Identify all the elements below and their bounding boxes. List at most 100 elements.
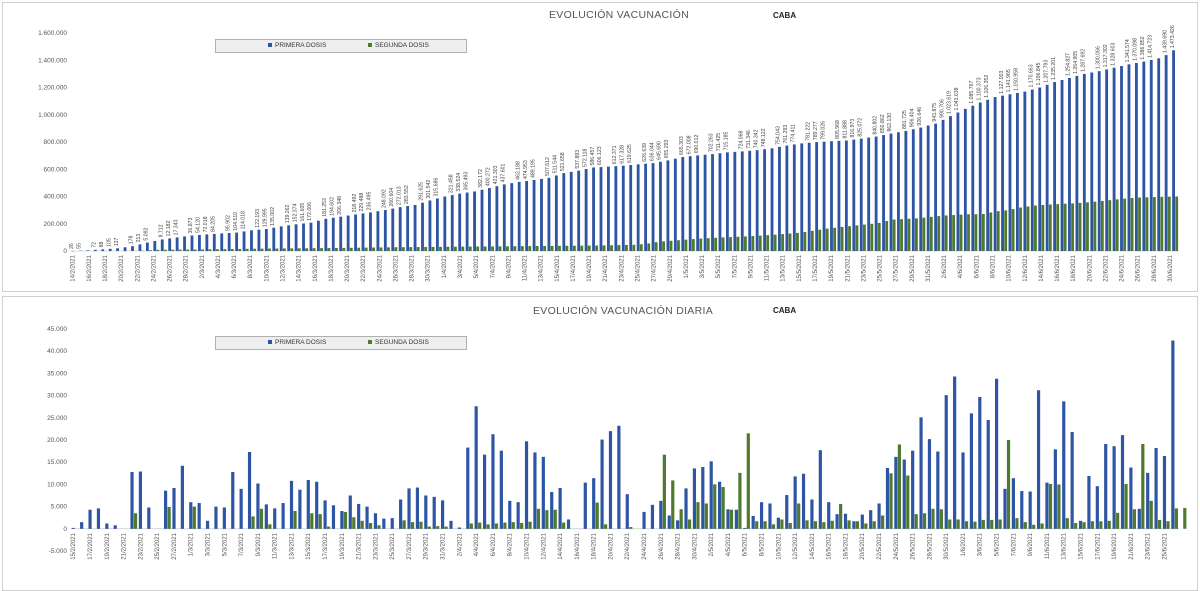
data-value-label: 990.706 xyxy=(939,99,945,118)
bar-segunda-dosis xyxy=(677,240,680,251)
bar-segunda-dosis xyxy=(253,248,257,251)
data-value-label: 724.068 xyxy=(739,131,745,150)
bar-primera-dosis xyxy=(190,235,194,251)
bar-segunda-dosis xyxy=(543,245,547,251)
bar-primera-dosis xyxy=(315,481,319,529)
bar-segunda-dosis xyxy=(1033,205,1037,251)
bar-primera-dosis xyxy=(629,165,633,251)
bar-segunda-dosis xyxy=(1183,507,1187,529)
bar-primera-dosis xyxy=(703,154,707,251)
bar-primera-dosis xyxy=(776,517,780,529)
bar-primera-dosis xyxy=(1075,75,1079,251)
bar-segunda-dosis xyxy=(1023,522,1027,529)
bar-segunda-dosis xyxy=(431,246,435,251)
data-value-label: 881.725 xyxy=(902,110,908,129)
bar-segunda-dosis xyxy=(797,503,801,529)
bar-segunda-dosis xyxy=(788,523,792,529)
data-value-label: 1.043.638 xyxy=(954,87,960,110)
data-value-label: 690.012 xyxy=(694,135,700,154)
bar-primera-dosis xyxy=(986,99,990,251)
x-tick-label: 26/6/2021 xyxy=(1136,254,1142,281)
bar-segunda-dosis xyxy=(721,487,725,529)
data-value-label: 400.272 xyxy=(486,167,492,186)
bar-segunda-dosis xyxy=(310,513,314,529)
bar-primera-dosis xyxy=(421,202,424,251)
bar-segunda-dosis xyxy=(996,211,1000,251)
bar-primera-dosis xyxy=(740,151,744,251)
bar-primera-dosis xyxy=(644,163,648,251)
y-tick-label: 1.000.000 xyxy=(38,112,67,119)
bar-primera-dosis xyxy=(281,503,285,529)
bar-segunda-dosis xyxy=(830,520,834,529)
bar-segunda-dosis xyxy=(1099,521,1103,529)
x-tick-label: 10/6/2021 xyxy=(1007,254,1013,281)
bar-primera-dosis xyxy=(577,170,581,251)
bar-segunda-dosis xyxy=(1026,206,1030,251)
bar-primera-dosis xyxy=(793,476,797,529)
bar-segunda-dosis xyxy=(461,246,465,251)
bar-primera-dosis xyxy=(1129,467,1133,529)
x-tick-label: 5/3/2021 xyxy=(222,532,228,556)
data-value-label: 129.995 xyxy=(263,208,269,227)
data-value-label: 139.262 xyxy=(285,204,291,223)
bar-primera-dosis xyxy=(279,226,283,251)
bar-primera-dosis xyxy=(309,222,313,251)
x-tick-label: 19/3/2021 xyxy=(340,532,346,559)
bar-segunda-dosis xyxy=(245,248,249,251)
bar-primera-dosis xyxy=(600,439,604,529)
bar-primera-dosis xyxy=(681,156,685,251)
x-tick-label: 31/3/2021 xyxy=(441,532,447,559)
bar-segunda-dosis xyxy=(1132,509,1137,529)
bar-segunda-dosis xyxy=(360,520,364,529)
bar-segunda-dosis xyxy=(1071,203,1074,251)
bar-segunda-dosis xyxy=(1152,197,1156,251)
y-tick-label: 30.000 xyxy=(47,393,67,400)
bar-segunda-dosis xyxy=(818,229,822,251)
bar-segunda-dosis xyxy=(1166,521,1170,529)
x-tick-label: 22/3/2021 xyxy=(361,254,367,281)
bar-primera-dosis xyxy=(978,102,982,252)
bar-segunda-dosis xyxy=(877,222,881,251)
bar-primera-dosis xyxy=(800,143,804,251)
x-tick-label: 17/2/2021 xyxy=(88,532,94,559)
data-value-label: 715.185 xyxy=(724,132,730,151)
data-value-label: 906.404 xyxy=(910,108,916,127)
x-tick-label: 23/4/2021 xyxy=(619,254,625,281)
bar-primera-dosis xyxy=(1154,447,1158,529)
x-tick-label: 21/4/2021 xyxy=(603,254,609,281)
bar-segunda-dosis xyxy=(520,246,524,251)
x-tick-label: 15/6/2021 xyxy=(1079,532,1085,559)
data-value-label: 1.414.723 xyxy=(1148,35,1154,58)
x-tick-label: 9/5/2021 xyxy=(749,254,755,278)
bar-segunda-dosis xyxy=(736,236,740,251)
bar-segunda-dosis xyxy=(704,503,708,529)
data-value-label: 1.235.201 xyxy=(1051,57,1057,80)
x-tick-label: 5/4/2021 xyxy=(474,254,480,278)
bar-primera-dosis xyxy=(415,487,420,529)
y-tick-label: 5.000 xyxy=(51,504,68,511)
bar-primera-dosis xyxy=(554,175,558,251)
bar-primera-dosis xyxy=(599,167,603,251)
bar-primera-dosis xyxy=(130,471,134,529)
data-value-label: 72.018 xyxy=(203,216,209,232)
chart-legend: PRIMERA DOSIS SEGUNDA DOSIS xyxy=(215,39,467,53)
data-value-label: 72 xyxy=(92,242,98,248)
data-value-label: 88 xyxy=(99,242,105,248)
bar-primera-dosis xyxy=(971,105,975,251)
bar-segunda-dosis xyxy=(956,519,960,529)
bar-primera-dosis xyxy=(1082,73,1086,252)
bar-primera-dosis xyxy=(365,506,369,529)
y-tick-label: 25.000 xyxy=(47,415,67,422)
data-value-label: 474.953 xyxy=(523,160,529,179)
bar-primera-dosis xyxy=(763,149,766,251)
x-tick-label: 16/3/2021 xyxy=(313,254,319,281)
bar-segunda-dosis xyxy=(491,246,494,251)
bar-primera-dosis xyxy=(963,108,967,251)
bar-primera-dosis xyxy=(1142,61,1146,251)
bar-primera-dosis xyxy=(164,490,168,529)
data-value-label: 850.862 xyxy=(880,114,886,133)
bar-segunda-dosis xyxy=(751,236,755,251)
bar-segunda-dosis xyxy=(186,249,190,251)
bar-primera-dosis xyxy=(1068,77,1071,252)
x-tick-label: 13/5/2021 xyxy=(781,254,787,281)
